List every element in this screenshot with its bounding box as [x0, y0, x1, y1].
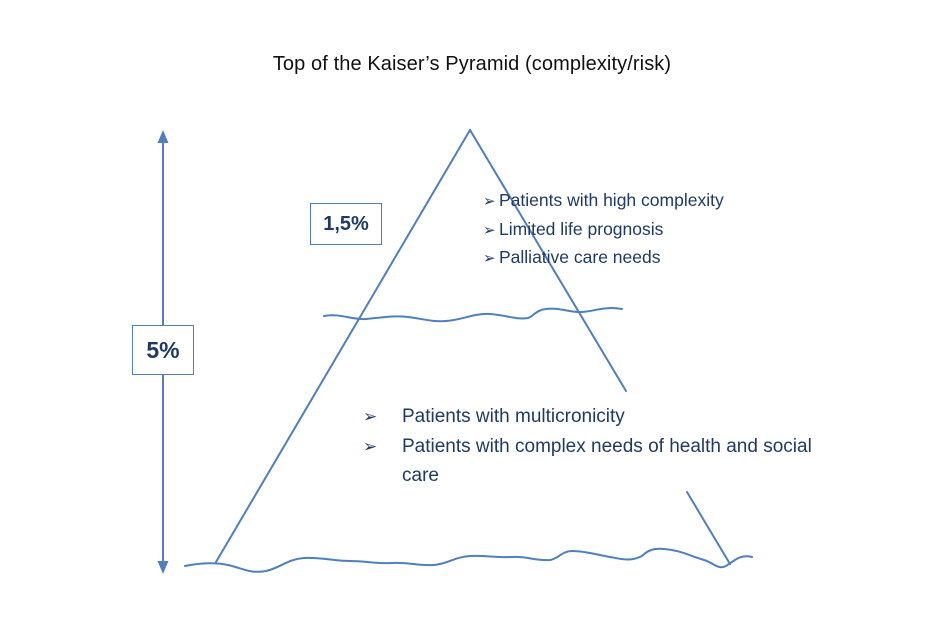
diagram-title: Top of the Kaiser’s Pyramid (complexity/… — [272, 53, 672, 75]
list-item: ➢ Patients with high complexity — [483, 187, 724, 216]
top-segment-percentage-box: 1,5% — [310, 203, 382, 245]
pyramid-right-side-upper — [469, 129, 627, 392]
total-percentage-box: 5% — [132, 325, 194, 375]
top-bullet-text: Patients with high complexity — [499, 190, 724, 210]
bottom-bullet-text: Patients with complex needs of health an… — [402, 435, 812, 487]
list-item: ➢ Limited life prognosis — [483, 216, 724, 245]
arrowhead-bullet-icon: ➢ — [363, 436, 378, 456]
arrowhead-down-icon — [157, 561, 169, 574]
pyramid-base-wavy-line — [184, 547, 753, 573]
bottom-bullet-text: Patients with multicronicity — [402, 406, 625, 427]
top-segment-bullet-list: ➢ Patients with high complexity ➢ Limite… — [483, 187, 724, 273]
bottom-segment-bullet-list: ➢ Patients with multicronicity ➢ Patient… — [363, 402, 833, 491]
top-bullet-text: Limited life prognosis — [499, 218, 664, 239]
pyramid-left-side — [215, 129, 471, 563]
arrowhead-bullet-icon: ➢ — [363, 407, 378, 426]
arrowhead-bullet-icon: ➢ — [483, 250, 496, 267]
arrowhead-bullet-icon: ➢ — [483, 193, 496, 210]
pyramid-right-side-lower — [686, 491, 731, 565]
list-item: ➢ Patients with multicronicity — [363, 402, 833, 432]
arrowhead-up-icon — [157, 130, 169, 143]
list-item: ➢ Palliative care needs — [483, 244, 724, 273]
list-item: ➢ Patients with complex needs of health … — [363, 432, 833, 491]
pyramid-outline — [215, 129, 731, 565]
top-bullet-text: Palliative care needs — [499, 247, 661, 267]
segment-divider-wavy-line — [323, 307, 623, 323]
arrowhead-bullet-icon: ➢ — [483, 221, 496, 239]
